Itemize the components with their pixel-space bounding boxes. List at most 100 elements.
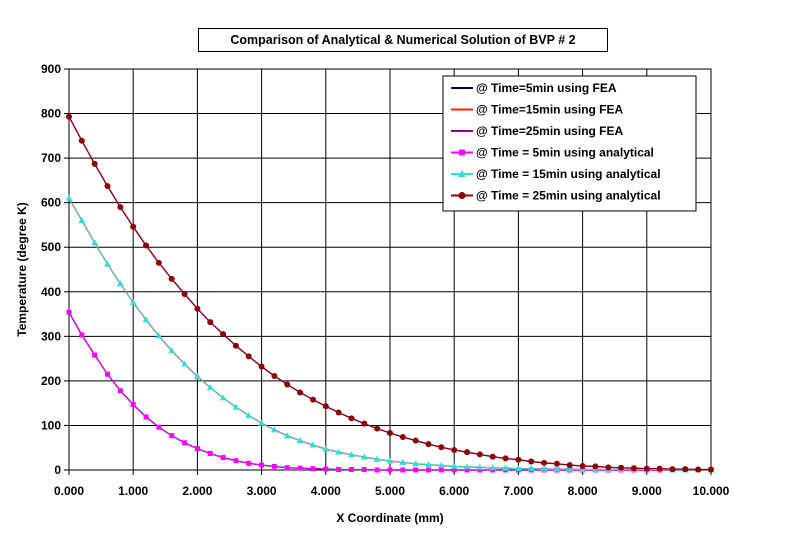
data-point [181, 291, 188, 298]
data-point [656, 465, 663, 472]
data-point [605, 464, 612, 471]
data-point [182, 440, 188, 446]
data-point [399, 434, 406, 441]
data-point [129, 298, 137, 305]
data-point [348, 415, 355, 422]
data-point [387, 430, 393, 437]
data-point [682, 466, 689, 473]
data-point [335, 448, 343, 455]
data-point [297, 389, 304, 396]
legend-label: @ Time = 5min using analytical [476, 146, 654, 160]
data-point [323, 466, 329, 472]
data-point [271, 372, 278, 379]
chart-title: Comparison of Analytical & Numerical Sol… [198, 28, 608, 52]
y-tick-label: 600 [41, 196, 61, 210]
data-point [78, 137, 85, 144]
data-point [66, 113, 72, 120]
data-point [361, 467, 367, 473]
data-point [155, 259, 162, 266]
data-point [104, 260, 112, 267]
data-point [412, 460, 420, 467]
data-point [540, 465, 548, 472]
data-point [78, 216, 86, 223]
data-point [489, 464, 497, 471]
data-point [579, 466, 587, 473]
data-point [207, 451, 213, 457]
data-point [309, 396, 316, 403]
data-point [168, 347, 176, 354]
legend-swatch-marker [458, 170, 466, 177]
data-point [541, 459, 548, 466]
data-point [105, 371, 111, 377]
data-point [412, 437, 419, 444]
data-point [425, 441, 432, 448]
data-point [283, 432, 291, 439]
x-tick-label: 5.000 [375, 484, 405, 498]
data-point [297, 465, 303, 471]
data-point [322, 403, 329, 410]
data-point [232, 403, 240, 410]
data-point [502, 455, 509, 462]
data-point [566, 462, 573, 469]
y-tick-label: 400 [41, 285, 61, 299]
data-point [476, 463, 484, 470]
y-tick-label: 500 [41, 240, 61, 254]
y-tick-label: 200 [41, 374, 61, 388]
data-point [207, 319, 214, 326]
data-point [477, 467, 483, 473]
data-point [284, 465, 290, 471]
data-point [220, 331, 227, 338]
data-point [373, 455, 381, 462]
data-point [426, 467, 432, 473]
legend-box [442, 75, 697, 212]
data-point [194, 305, 201, 312]
y-tick-label: 700 [41, 151, 61, 165]
data-point [451, 446, 458, 453]
data-point [117, 388, 123, 394]
data-point [296, 437, 304, 444]
data-point [527, 465, 535, 472]
data-point [387, 467, 393, 473]
data-point [194, 446, 200, 452]
data-point [592, 463, 599, 470]
data-point [630, 465, 637, 472]
data-point [220, 455, 226, 461]
data-point [79, 332, 85, 338]
data-point [553, 460, 560, 467]
data-point [489, 453, 496, 460]
data-point [246, 460, 252, 466]
data-point [463, 463, 471, 470]
data-point [438, 444, 445, 451]
x-tick-label: 2.000 [182, 484, 212, 498]
x-tick-label: 3.000 [247, 484, 277, 498]
data-point [643, 465, 650, 472]
data-point [66, 309, 72, 315]
data-point [386, 457, 394, 464]
data-point [566, 465, 574, 472]
y-tick-label: 0 [54, 463, 61, 477]
data-point [92, 352, 98, 358]
data-point [310, 466, 316, 472]
data-point [514, 465, 522, 472]
data-point [399, 458, 407, 465]
data-point [143, 242, 150, 249]
data-point [169, 433, 175, 439]
legend-label: @ Time=25min using FEA [476, 124, 624, 138]
data-point [695, 466, 702, 473]
data-point [322, 445, 330, 452]
y-tick-label: 300 [41, 329, 61, 343]
legend-label: @ Time=15min using FEA [476, 103, 624, 117]
data-point [451, 467, 457, 473]
y-tick-label: 900 [41, 62, 61, 76]
data-point [233, 458, 239, 464]
data-point [335, 409, 342, 416]
data-point [143, 414, 149, 420]
data-point [347, 451, 355, 458]
x-tick-label: 1.000 [118, 484, 148, 498]
data-point [130, 223, 137, 230]
data-point [142, 316, 150, 323]
data-point [245, 412, 253, 419]
data-point [219, 394, 227, 401]
y-tick-label: 100 [41, 418, 61, 432]
